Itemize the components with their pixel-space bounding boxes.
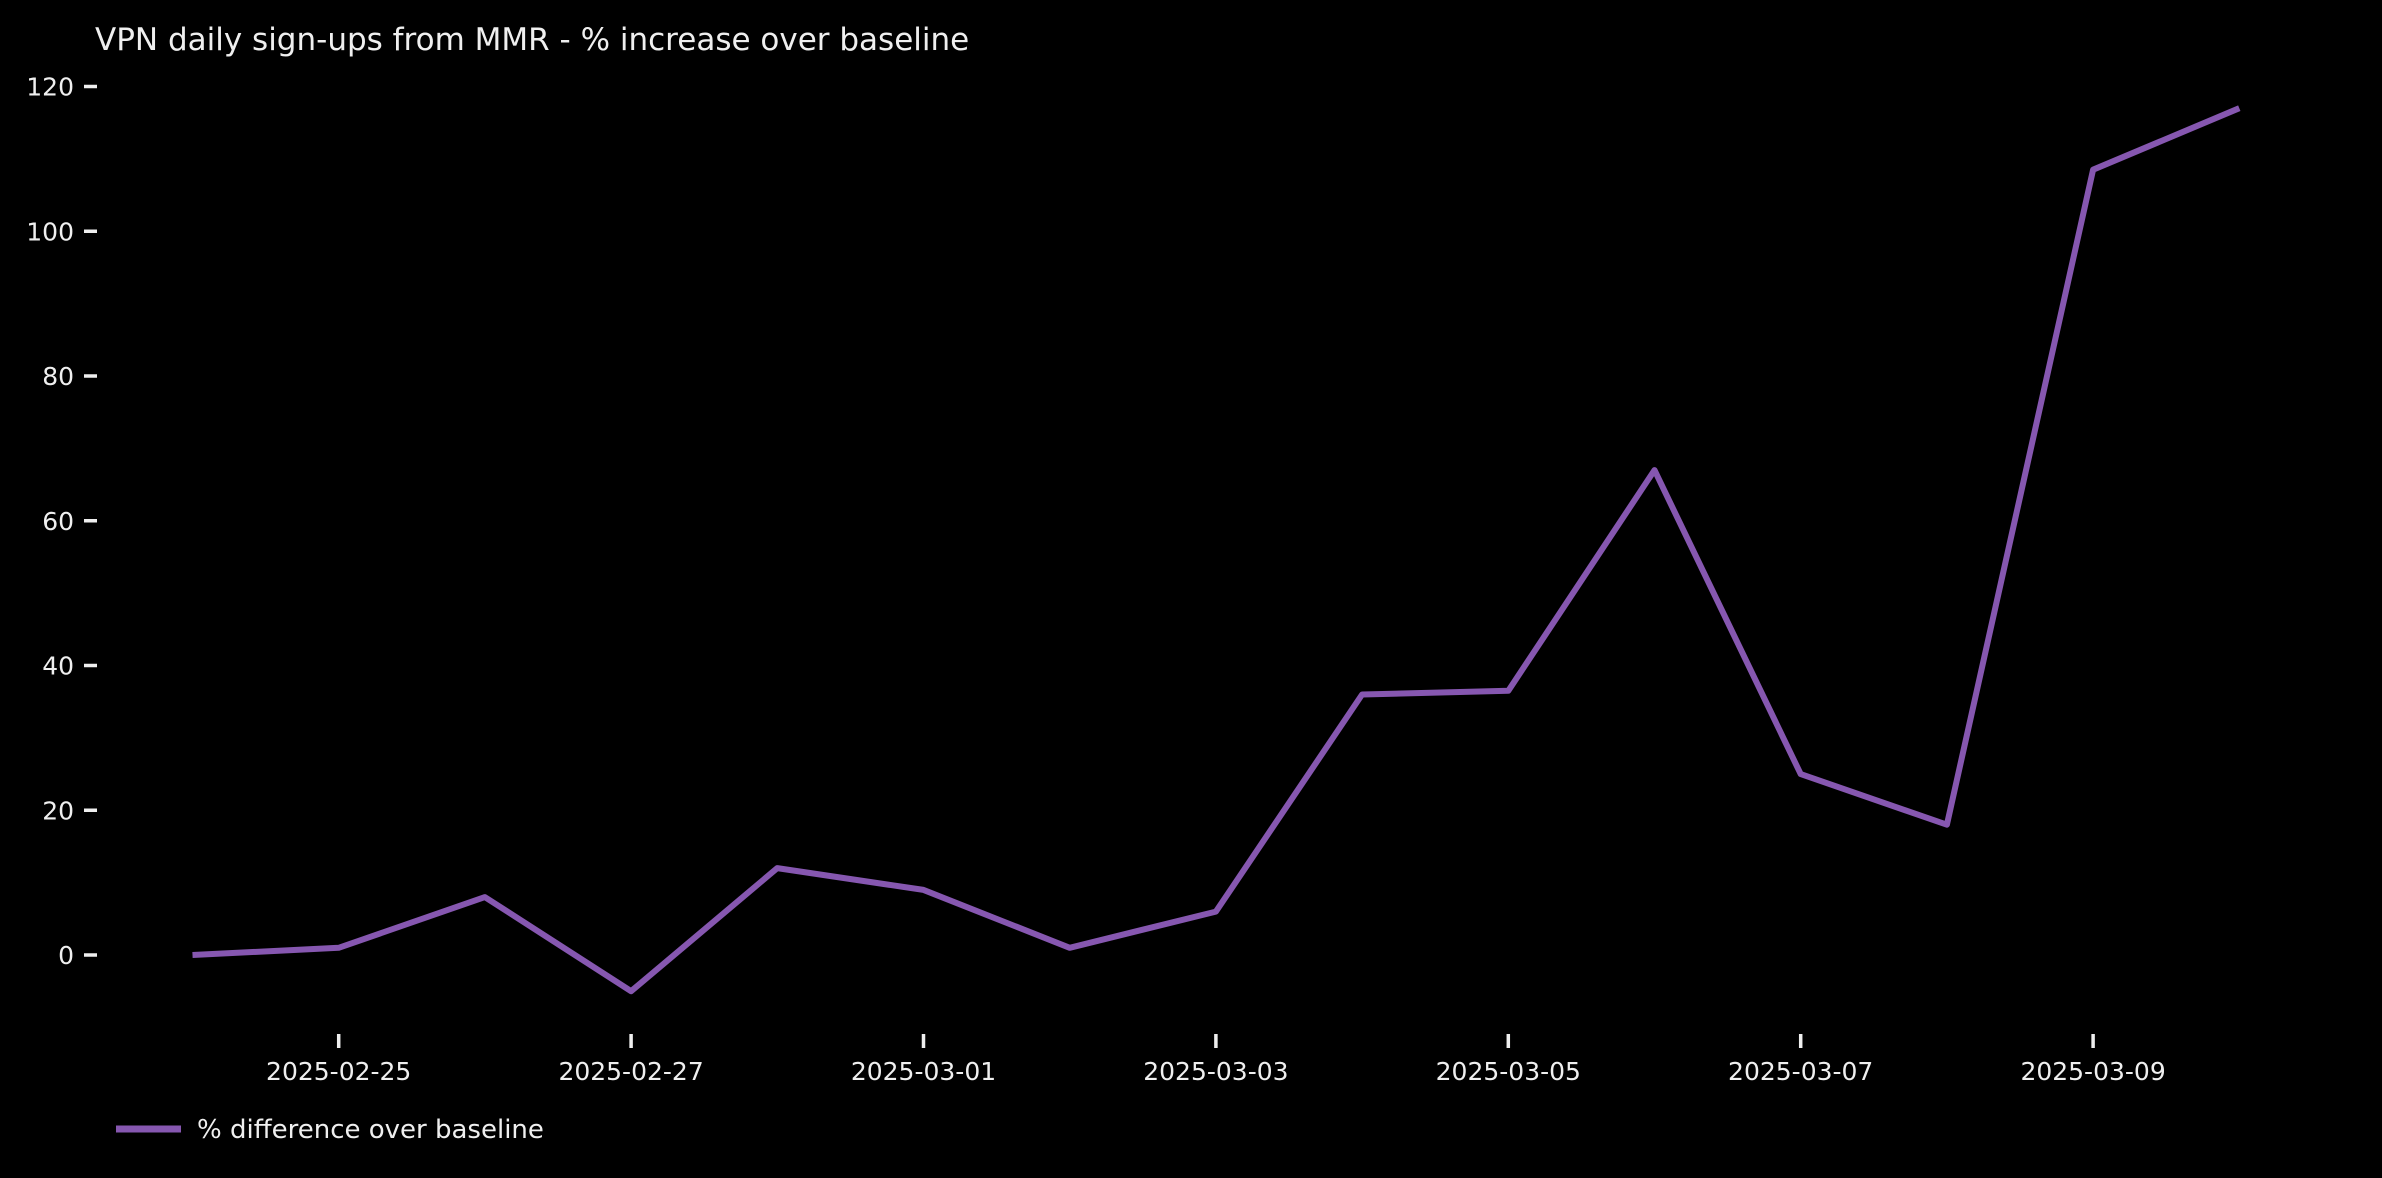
- y-tick-label: 0: [58, 941, 74, 970]
- x-tick-label: 2025-03-07: [1728, 1057, 1873, 1086]
- series-line: [192, 105, 2241, 995]
- y-axis: 0 20 40 60 80 100 120: [26, 73, 97, 970]
- series-group: [192, 105, 2241, 995]
- x-tick-label: 2025-03-01: [851, 1057, 996, 1086]
- y-tick-label: 120: [26, 73, 74, 102]
- y-tick-label: 100: [26, 217, 74, 246]
- x-tick-label: 2025-03-03: [1143, 1057, 1288, 1086]
- x-tick-label: 2025-03-09: [2020, 1057, 2165, 1086]
- x-axis: 2025-02-25 2025-02-27 2025-03-01 2025-03-03…: [266, 1034, 2166, 1086]
- x-tick-label: 2025-03-05: [1436, 1057, 1581, 1086]
- chart-title: VPN daily sign-ups from MMR - % increase…: [95, 22, 969, 58]
- y-tick-label: 60: [42, 507, 74, 536]
- legend-label: % difference over baseline: [197, 1115, 544, 1145]
- y-tick-label: 20: [42, 796, 74, 825]
- legend: % difference over baseline: [116, 1115, 544, 1145]
- y-tick-label: 80: [42, 362, 74, 391]
- x-tick-label: 2025-02-27: [558, 1057, 703, 1086]
- y-tick-label: 40: [42, 652, 74, 681]
- x-tick-label: 2025-02-25: [266, 1057, 411, 1086]
